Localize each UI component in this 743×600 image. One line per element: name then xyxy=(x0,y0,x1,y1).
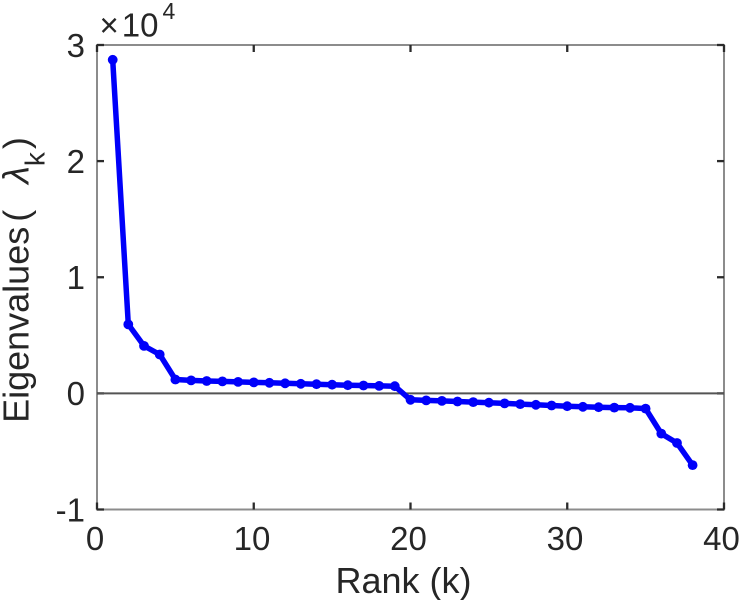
svg-text:40: 40 xyxy=(703,520,740,557)
svg-text:1: 1 xyxy=(67,259,85,296)
svg-text:×10: ×10 xyxy=(100,7,159,44)
svg-text:10: 10 xyxy=(234,520,271,557)
svg-text:0: 0 xyxy=(86,520,104,557)
svg-text:-1: -1 xyxy=(56,491,85,528)
svg-text:Rank (k): Rank (k) xyxy=(335,560,471,600)
svg-text:0: 0 xyxy=(67,375,85,412)
svg-text:Eigenvalues (λk ): Eigenvalues (λk ) xyxy=(0,137,51,423)
svg-text:2: 2 xyxy=(67,143,85,180)
svg-text:4: 4 xyxy=(163,0,176,24)
svg-text:30: 30 xyxy=(547,520,584,557)
svg-text:3: 3 xyxy=(67,27,85,64)
svg-text:20: 20 xyxy=(390,520,427,557)
